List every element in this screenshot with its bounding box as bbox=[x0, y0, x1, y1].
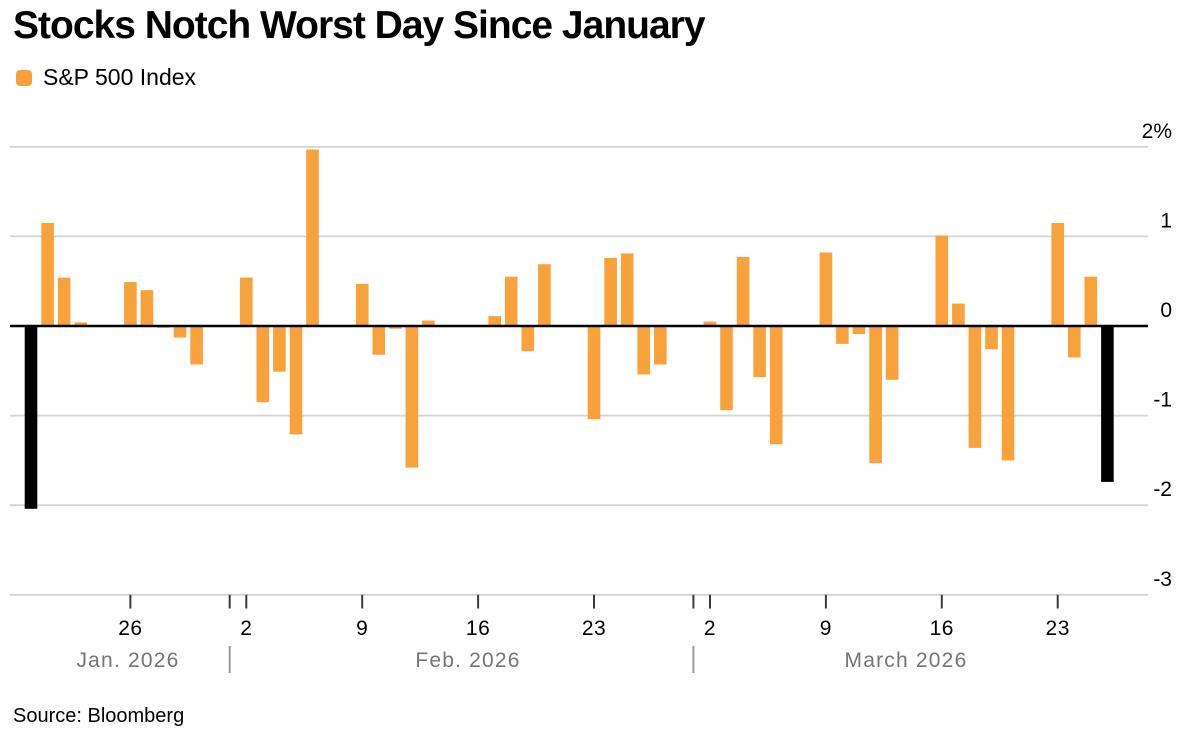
month-label: Feb. 2026 bbox=[415, 649, 520, 672]
bar bbox=[1101, 326, 1114, 482]
legend: S&P 500 Index bbox=[16, 64, 196, 91]
bar bbox=[654, 326, 667, 365]
source-note: Source: Bloomberg bbox=[13, 705, 185, 727]
chart-title: Stocks Notch Worst Day Since January bbox=[13, 4, 706, 47]
x-axis-day-label: 16 bbox=[930, 617, 954, 640]
bar bbox=[604, 257, 617, 326]
bar bbox=[769, 326, 783, 445]
y-axis-label: -3 bbox=[1153, 568, 1172, 591]
bar bbox=[389, 326, 402, 329]
bar bbox=[819, 252, 833, 326]
bar bbox=[41, 223, 54, 326]
x-axis-day-label: 16 bbox=[466, 617, 490, 640]
y-axis-label: 0 bbox=[1160, 299, 1172, 322]
y-axis-label: 1 bbox=[1160, 209, 1172, 232]
x-axis-day-label: 2 bbox=[240, 617, 252, 640]
bar bbox=[422, 320, 435, 326]
x-axis-day-label: 9 bbox=[820, 617, 832, 640]
bar bbox=[140, 290, 154, 326]
bar bbox=[240, 277, 253, 326]
bar bbox=[74, 322, 87, 326]
bar bbox=[836, 326, 849, 344]
legend-swatch-icon bbox=[16, 69, 32, 86]
bar bbox=[24, 326, 38, 509]
y-axis-label: -2 bbox=[1153, 478, 1172, 501]
bar bbox=[587, 326, 601, 420]
bar-chart: 2% 1 0 -1 -2 -3 26 2 9 16 23 2 9 16 23 Jan. 2026 Feb. 20… bbox=[0, 100, 1179, 690]
bar bbox=[1068, 326, 1081, 358]
bar bbox=[504, 276, 518, 326]
bar bbox=[753, 326, 766, 378]
x-axis-day-label: 23 bbox=[1046, 617, 1070, 640]
bar bbox=[852, 326, 866, 335]
bar bbox=[1001, 326, 1015, 461]
y-axis-label: 2% bbox=[1142, 120, 1172, 143]
bar bbox=[637, 326, 650, 375]
x-axis-day-label: 26 bbox=[118, 617, 142, 640]
x-axis-day-label: 9 bbox=[356, 617, 368, 640]
month-label: Jan. 2026 bbox=[76, 649, 179, 672]
bar bbox=[256, 326, 270, 403]
bar bbox=[538, 264, 551, 326]
bar bbox=[703, 321, 717, 326]
bar bbox=[405, 326, 419, 468]
bar bbox=[1051, 223, 1064, 326]
bar bbox=[273, 326, 286, 372]
bar bbox=[306, 149, 319, 326]
bar bbox=[124, 282, 137, 326]
bar bbox=[190, 326, 203, 365]
bar bbox=[720, 326, 733, 411]
bar bbox=[885, 326, 899, 380]
x-axis-day-label: 2 bbox=[704, 617, 716, 640]
month-label: March 2026 bbox=[845, 649, 968, 672]
bar bbox=[869, 326, 882, 464]
bar bbox=[372, 326, 386, 355]
bar bbox=[173, 326, 187, 338]
bar bbox=[952, 303, 965, 326]
bar bbox=[935, 235, 949, 326]
legend-label: S&P 500 Index bbox=[43, 64, 197, 90]
bar bbox=[1084, 276, 1098, 326]
bar bbox=[985, 326, 998, 350]
bar bbox=[620, 253, 634, 326]
x-axis-day-label: 23 bbox=[582, 617, 606, 640]
bar bbox=[968, 326, 982, 448]
bar bbox=[488, 316, 501, 326]
bar bbox=[355, 283, 369, 326]
bar bbox=[736, 257, 750, 326]
bar bbox=[521, 326, 535, 352]
bar bbox=[57, 277, 71, 326]
y-axis-label: -1 bbox=[1153, 389, 1172, 412]
bar bbox=[289, 326, 303, 435]
